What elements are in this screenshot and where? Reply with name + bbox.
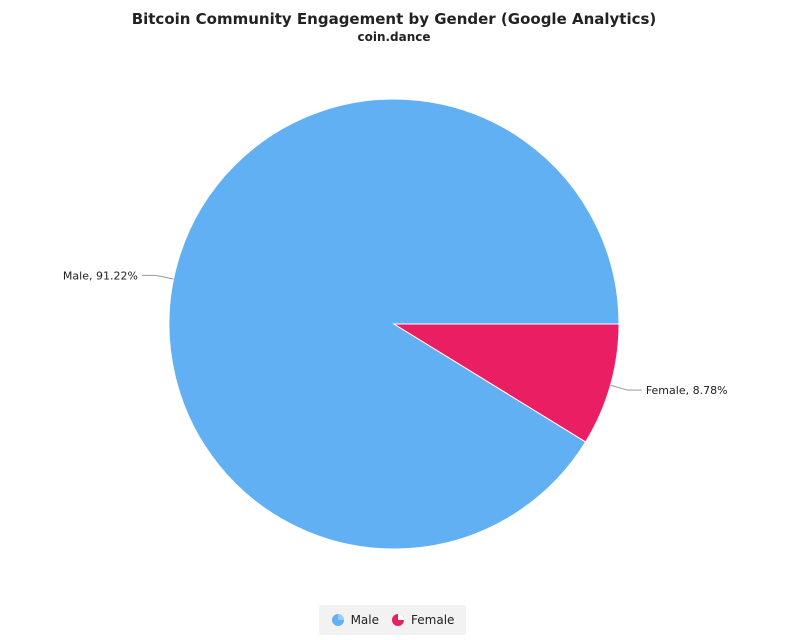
chart-title: Bitcoin Community Engagement by Gender (… <box>131 10 657 28</box>
legend-label-male: Male <box>350 613 380 627</box>
pie-slice-icon <box>392 614 405 626</box>
legend-male-swatch <box>331 614 344 626</box>
pie-labels: Male, 91.22% Female, 8.78% <box>63 269 728 397</box>
slice-label-female: Female, 8.78% <box>646 384 728 397</box>
slice-label-male: Male, 91.22% <box>63 269 138 282</box>
pie-slice-icon <box>331 614 344 626</box>
legend-item-female[interactable]: Female <box>391 613 454 627</box>
pie-slices <box>168 98 620 550</box>
legend-item-male[interactable]: Male <box>331 613 379 627</box>
connector-male <box>141 274 174 280</box>
legend-label-female: Female <box>411 613 455 627</box>
connector-female <box>610 384 642 391</box>
chart-legend: Male Female <box>319 605 466 635</box>
chart-subtitle: coin.dance <box>357 30 431 44</box>
